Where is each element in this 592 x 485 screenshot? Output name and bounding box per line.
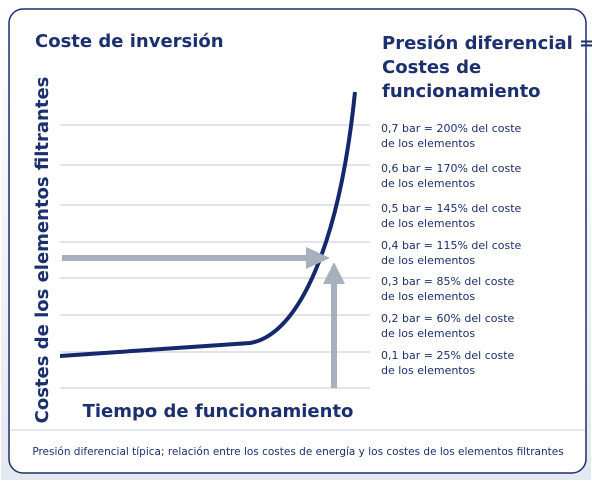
arrow-head	[323, 262, 345, 284]
level-label: 0,1 bar = 25% del coste	[381, 349, 515, 362]
right-title: Presión diferencial =	[382, 33, 592, 54]
level-label: de los elementos	[381, 254, 475, 267]
arrow-head	[306, 247, 330, 269]
level-label: de los elementos	[381, 364, 475, 377]
cost-curve	[59, 91, 357, 358]
right-title: Costes de	[382, 57, 481, 78]
caption: Presión diferencial típica; relación ent…	[32, 446, 563, 458]
level-label: de los elementos	[381, 327, 475, 340]
level-label: 0,4 bar = 115% del coste	[381, 239, 522, 252]
level-label: 0,6 bar = 170% del coste	[381, 162, 522, 175]
level-label: de los elementos	[381, 137, 475, 150]
right-title: funcionamiento	[382, 81, 541, 102]
level-label: 0,5 bar = 145% del coste	[381, 202, 522, 215]
y-axis-label: Costes de los elementos filtrantes	[32, 77, 53, 424]
left-title: Coste de inversión	[35, 31, 224, 52]
levels: 0,7 bar = 200% del coste de los elementos…	[60, 122, 522, 389]
level-label: de los elementos	[381, 177, 475, 190]
level-label: 0,2 bar = 60% del coste	[381, 312, 515, 325]
level-label: de los elementos	[381, 217, 475, 230]
x-axis-label: Tiempo de funcionamiento	[83, 401, 354, 422]
level-label: 0,3 bar = 85% del coste	[381, 275, 515, 288]
level-label: de los elementos	[381, 290, 475, 303]
level-label: 0,7 bar = 200% del coste	[381, 122, 522, 135]
